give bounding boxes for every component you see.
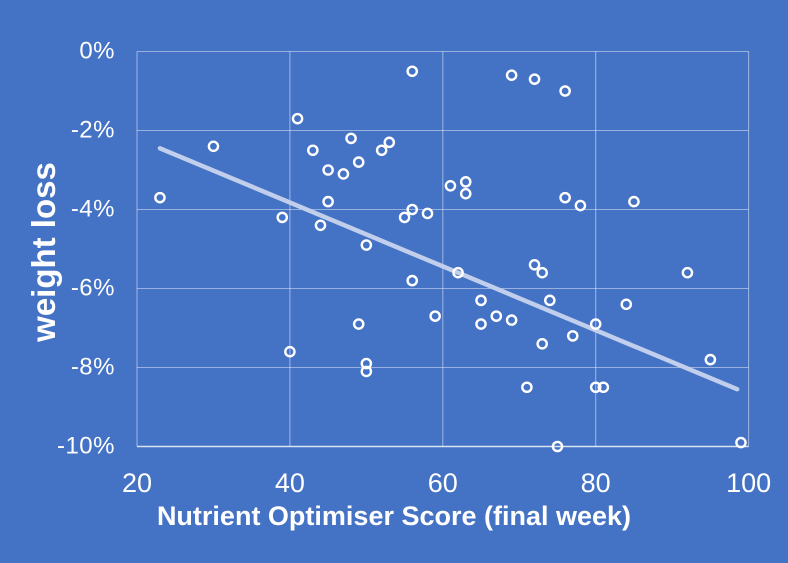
scatter-point	[566, 330, 579, 342]
scatter-point	[505, 69, 518, 81]
scatter-point	[681, 266, 694, 279]
scatter-point	[360, 357, 373, 370]
y-tick-label: -4%	[70, 194, 115, 222]
y-tick-label: -6%	[70, 273, 115, 301]
scatter-point	[536, 337, 548, 350]
scatter-point	[589, 318, 602, 330]
y-tick-label: -10%	[56, 431, 115, 459]
scatter-point	[490, 310, 503, 322]
scatter-point	[276, 211, 289, 224]
trendline-segment	[157, 146, 740, 392]
scatter-point	[291, 112, 304, 125]
scatter-point	[307, 144, 319, 157]
y-axis-title: weight loss	[25, 162, 62, 342]
scatter-point	[154, 191, 166, 204]
scatter-point	[337, 168, 350, 180]
scatter-point	[444, 179, 457, 192]
scatter-point	[536, 266, 548, 279]
x-tick-label: 40	[274, 468, 305, 498]
scatter-point	[620, 298, 633, 311]
scatter-point	[559, 191, 571, 204]
scatter-point	[452, 266, 464, 279]
scatter-point	[574, 199, 587, 212]
scatter-point	[406, 65, 419, 78]
scatter-point	[559, 85, 571, 97]
x-tick-label: 20	[121, 468, 153, 498]
scatter-point	[551, 440, 564, 453]
scatter-point	[383, 136, 396, 149]
y-tick-label: -8%	[70, 352, 115, 380]
scatter-point	[322, 195, 334, 208]
scatter-point	[459, 187, 472, 200]
scatter-point	[352, 318, 365, 330]
data-points	[154, 65, 747, 453]
scatter-point	[597, 381, 610, 394]
scatter-point	[589, 381, 602, 394]
scatter-point	[475, 294, 487, 307]
scatter-point	[421, 207, 434, 220]
scatter-point	[544, 294, 556, 307]
scatter-point	[360, 239, 373, 251]
scatter-point	[505, 314, 518, 326]
scatter-point	[735, 436, 747, 449]
scatter-point	[406, 203, 419, 216]
scatter-point	[352, 156, 365, 168]
trendline	[157, 146, 740, 392]
scatter-point	[375, 144, 388, 157]
scatter-point	[398, 211, 411, 224]
gridlines	[136, 50, 750, 448]
y-tick-label: -2%	[70, 115, 115, 143]
scatter-point	[528, 258, 541, 271]
scatter-point	[704, 353, 717, 366]
scatter-point	[314, 219, 327, 232]
scatter-point	[284, 345, 296, 358]
scatter-point	[207, 140, 220, 153]
scatter-point	[429, 310, 441, 322]
scatter-point	[521, 381, 533, 394]
y-tick-label: 0%	[79, 36, 115, 64]
x-tick-label: 60	[427, 468, 458, 498]
scatter-point	[528, 73, 541, 85]
scatter-point	[406, 274, 419, 287]
x-axis-title: Nutrient Optimiser Score (final week)	[156, 501, 632, 531]
scatter-point	[322, 164, 334, 176]
scatter-point	[459, 176, 472, 188]
x-tick-label: 80	[580, 468, 611, 498]
scatter-point	[360, 365, 373, 378]
x-tick-label: 100	[726, 468, 772, 498]
scatter-point	[345, 132, 357, 145]
scatter-point	[628, 195, 640, 208]
scatter-point	[475, 318, 487, 330]
